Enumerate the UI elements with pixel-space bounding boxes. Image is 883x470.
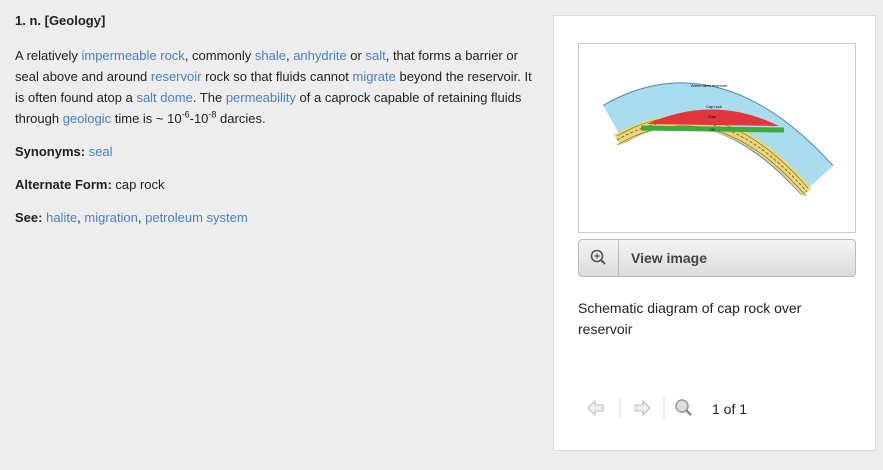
heading: 1. n. [Geology]	[15, 10, 540, 31]
caption: Schematic diagram of cap rock over reser…	[578, 298, 848, 340]
label: Alternate Form:	[15, 177, 112, 192]
image-label: Cap rock	[706, 104, 722, 109]
text: A relatively	[15, 48, 81, 63]
pager-icons	[584, 396, 709, 420]
see-also: See: halite, migration, petroleum system	[15, 207, 540, 228]
term-link[interactable]: seal	[89, 144, 113, 159]
text: , commonly	[185, 48, 255, 63]
text: time is ~ 10	[111, 111, 181, 126]
text: cap rock	[112, 177, 165, 192]
image[interactable]: Water-filled reservoir Cap rock Gas Oil	[578, 43, 856, 233]
term-link[interactable]: salt	[365, 48, 385, 63]
term-link[interactable]: shale	[255, 48, 286, 63]
term-link[interactable]: migration	[84, 210, 137, 225]
text: darcies.	[216, 111, 265, 126]
text: -6	[182, 110, 190, 120]
page: 1. n. [Geology] A relatively impermeable…	[0, 0, 883, 470]
text: or	[347, 48, 366, 63]
image-label: Oil	[710, 127, 715, 132]
term-link[interactable]: salt dome	[136, 90, 192, 105]
media-panel: Water-filled reservoir Cap rock Gas Oil …	[553, 15, 876, 451]
text: rock so that fluids cannot	[201, 69, 352, 84]
button-label: View image	[631, 250, 707, 266]
label: Synonyms:	[15, 144, 85, 159]
term-link[interactable]: migrate	[353, 69, 396, 84]
label: See:	[15, 210, 42, 225]
definition: 1. n. [Geology] A relatively impermeable…	[15, 10, 540, 240]
term-link[interactable]: reservoir	[151, 69, 202, 84]
term-link[interactable]: permeability	[226, 90, 296, 105]
text: -10	[190, 111, 209, 126]
zoom-icon	[579, 240, 619, 276]
pager-text: 1 of 1	[712, 401, 747, 417]
diagram: Water-filled reservoir Cap rock Gas Oil	[579, 44, 855, 232]
term-link[interactable]: halite	[46, 210, 77, 225]
pager: 1 of 1	[584, 396, 709, 420]
image-label: Water-filled reservoir	[691, 83, 728, 88]
term-link[interactable]: anhydrite	[293, 48, 346, 63]
view-image-button[interactable]: View image	[578, 239, 856, 277]
term-link[interactable]: petroleum system	[145, 210, 248, 225]
synonyms: Synonyms: seal	[15, 141, 540, 162]
term-link[interactable]: impermeable rock	[81, 48, 184, 63]
alternate-form: Alternate Form: cap rock	[15, 174, 540, 195]
term-link[interactable]: geologic	[63, 111, 111, 126]
image-label: Gas	[708, 114, 715, 119]
text: . The	[193, 90, 226, 105]
definition-text: A relatively impermeable rock, commonly …	[15, 45, 540, 129]
